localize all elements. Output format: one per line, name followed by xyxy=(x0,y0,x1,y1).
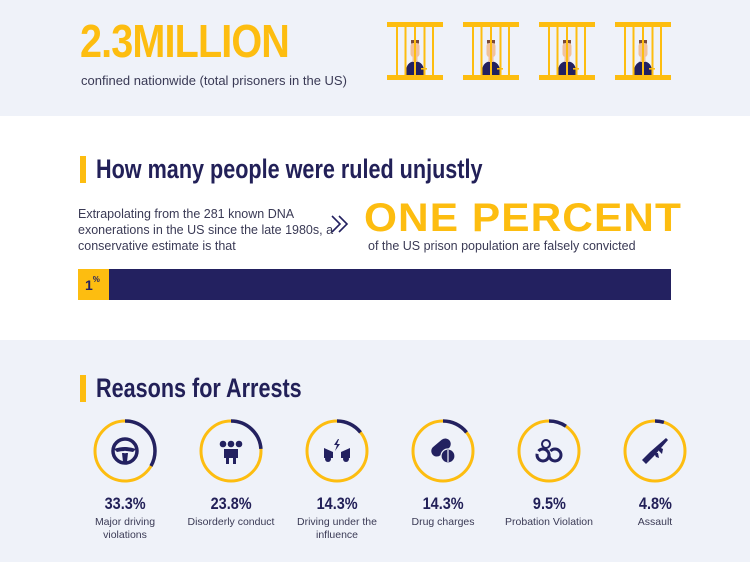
percent-bar-label: 1% xyxy=(85,275,100,293)
reason-label: Assault xyxy=(637,516,673,528)
reason-item: 33.3% Major driving violations xyxy=(72,418,178,542)
heading-accent-bar xyxy=(80,156,86,183)
double-chevron-right-icon xyxy=(331,215,349,233)
reason-label: Probation Violation xyxy=(505,516,593,528)
reasons-list: 33.3% Major driving violations 23.8% Dis… xyxy=(72,418,708,542)
steering-wheel-icon xyxy=(110,436,140,466)
prisoner-icons-row xyxy=(384,20,674,84)
reason-item: 4.8% Assault xyxy=(602,418,708,542)
middle-band xyxy=(0,116,750,340)
rifle-icon xyxy=(640,436,670,466)
total-prisoners-figure: 2.3MILLION xyxy=(80,15,290,67)
one-percent-caption: of the US prison population are falsely … xyxy=(368,239,636,253)
prisoner-icon xyxy=(384,20,446,84)
progress-ring xyxy=(304,418,370,484)
section-heading-unjust: How many people were ruled unjustly xyxy=(80,154,579,185)
percent-bar: 1% xyxy=(78,269,671,300)
percent-bar-fill xyxy=(78,269,109,300)
one-percent-highlight: ONE PERCENT xyxy=(364,196,682,240)
reason-label: Major driving violations xyxy=(94,516,156,541)
reason-percent: 4.8% xyxy=(638,494,672,513)
reason-item: 14.3% Driving under the influence xyxy=(284,418,390,542)
group-people-icon xyxy=(216,436,246,466)
progress-ring xyxy=(622,418,688,484)
reason-label: Drug charges xyxy=(411,516,475,528)
pills-icon xyxy=(428,436,458,466)
reason-percent: 23.8% xyxy=(210,494,252,513)
heading-accent-bar xyxy=(80,375,86,402)
prisoner-icon xyxy=(612,20,674,84)
reason-percent: 14.3% xyxy=(422,494,464,513)
handcuffs-icon xyxy=(534,436,564,466)
reason-item: 23.8% Disorderly conduct xyxy=(178,418,284,542)
reason-item: 9.5% Probation Violation xyxy=(496,418,602,542)
section-heading-reasons: Reasons for Arrests xyxy=(80,373,353,404)
reason-percent: 9.5% xyxy=(532,494,566,513)
progress-ring xyxy=(410,418,476,484)
reason-percent: 14.3% xyxy=(316,494,358,513)
reason-label: Driving under the influence xyxy=(297,516,377,541)
prisoner-icon xyxy=(460,20,522,84)
dna-paragraph: Extrapolating from the 281 known DNA exo… xyxy=(78,207,334,253)
progress-ring xyxy=(92,418,158,484)
total-prisoners-caption: confined nationwide (total prisoners in … xyxy=(81,73,347,88)
reason-item: 14.3% Drug charges xyxy=(390,418,496,542)
prisoner-icon xyxy=(536,20,598,84)
progress-ring xyxy=(516,418,582,484)
progress-ring xyxy=(198,418,264,484)
section-title: Reasons for Arrests xyxy=(96,373,302,403)
section-title: How many people were ruled unjustly xyxy=(96,154,483,184)
car-crash-icon xyxy=(322,436,352,466)
reason-percent: 33.3% xyxy=(104,494,146,513)
reason-label: Disorderly conduct xyxy=(187,516,275,528)
percent-value: 1 xyxy=(85,277,93,293)
percent-unit: % xyxy=(92,275,100,284)
